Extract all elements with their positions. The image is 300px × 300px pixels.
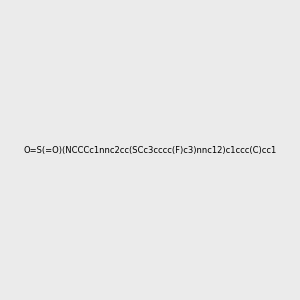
Text: O=S(=O)(NCCCc1nnc2cc(SCc3cccc(F)c3)nnc12)c1ccc(C)cc1: O=S(=O)(NCCCc1nnc2cc(SCc3cccc(F)c3)nnc12…	[23, 146, 277, 154]
